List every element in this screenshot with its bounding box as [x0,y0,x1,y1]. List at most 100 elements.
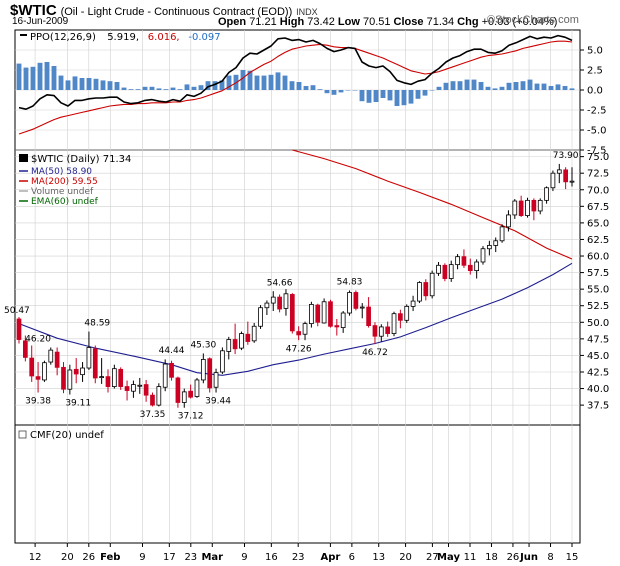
x-tick-label: 27 [426,552,439,563]
candle-body [270,296,276,304]
ppo-legend-text: PPO(12,26,9) [30,32,96,43]
price-legend-text: Volume undef [31,187,94,197]
price-y-tick-label: 75.0 [587,152,609,163]
ppo-histogram-bar [240,70,246,90]
ppo-histogram-bar [198,85,204,90]
ppo-histogram-bar [562,86,568,90]
candle-body [156,386,162,406]
high-label: High [279,16,305,28]
x-tick-label: 6 [349,552,355,563]
low-value: 70.51 [362,16,391,28]
ppo-histogram-bar [408,90,414,104]
ppo-histogram-bar [163,89,169,90]
ppo-histogram-bar [338,90,344,93]
candle-body [80,367,85,376]
candle-body [556,169,562,174]
ppo-histogram-bar [114,82,120,90]
cmf-title: CMF(20) undef [30,430,104,441]
candle-body [277,296,282,310]
candle-body [563,169,568,183]
ppo-legend-text: 5.919, [107,32,139,43]
ppo-histogram-bar [527,79,533,90]
ppo-histogram-bar [324,90,330,94]
candle-body [487,245,492,250]
candle-body [544,187,549,201]
candle-body [245,333,251,342]
ppo-histogram-bar [58,75,64,90]
ppo-y-tick-label: -7.5 [587,146,607,157]
x-tick-label: 26 [82,552,95,563]
ppo-histogram-bar [548,86,554,90]
ppo-histogram-bar [219,80,225,90]
price-y-tick-label: 55.0 [587,285,609,296]
ppo-histogram-bar [520,81,526,90]
ppo-histogram-bar [380,90,386,98]
ppo-histogram-bar [156,88,162,90]
price-annotation: 46.72 [362,348,388,358]
ppo-y-tick-label: 0.0 [587,86,603,97]
price-y-tick-label: 72.5 [587,169,609,180]
ppo-histogram-bar [289,81,295,90]
x-tick-label: Apr [320,552,340,563]
ppo-histogram-bar [268,74,274,90]
price-annotation: 39.11 [65,398,91,408]
candle-body [410,300,416,307]
candle-body [512,200,518,216]
ppo-histogram-bar [149,86,155,90]
price-annotation: 37.35 [140,410,166,420]
ppo-y-tick-label: -2.5 [587,106,607,117]
candle-body [92,348,98,379]
candle-body [175,377,181,403]
ppo-histogram-bar [401,90,407,106]
x-tick-label: 26 [507,552,520,563]
candle-body [372,325,378,337]
ppo-histogram-bar [345,90,351,91]
x-tick-label: 23 [292,552,305,563]
ppo-histogram-bar [282,75,288,90]
low-label: Low [337,16,360,28]
ppo-histogram-bar [135,89,141,90]
candle-body [442,264,448,279]
candle-body [480,248,486,263]
candle-body [258,307,263,327]
candle-body [67,369,73,390]
ppo-signal-line [18,40,573,135]
price-legend-text: MA(50) 58.90 [31,167,92,177]
exchange: INDX [296,7,318,17]
candle-body [42,362,47,381]
ppo-histogram-bar [30,66,36,90]
price-y-tick-label: 45.0 [587,351,609,362]
ppo-histogram-bar [65,80,71,90]
candle-body [461,256,467,266]
candle-body [137,384,143,387]
candle-body [493,240,499,246]
ppo-histogram-bar [436,86,442,90]
candle-body [385,326,391,334]
x-tick-label: May [437,552,460,563]
price-annotation: 50.47 [4,306,30,316]
price-y-tick-label: 37.5 [587,401,609,412]
ppo-histogram-bar [471,79,477,90]
candle-body [296,331,302,336]
quote-date: 16-Jun-2009 [12,16,69,27]
ppo-histogram-bar [79,78,85,90]
candle-body [423,282,429,297]
candle-body [226,339,232,352]
chg-value: +0.03 (+0.04%) [481,16,558,28]
candle-body [321,301,327,324]
symbol: $WTIC [10,2,57,19]
ppo-histogram-bar [254,75,260,90]
ppo-histogram-bar [422,90,428,96]
ppo-histogram-bar [310,85,316,90]
ppo-histogram-bar [275,72,281,90]
x-tick-label: 17 [163,552,176,563]
price-annotation: 73.90 [553,151,579,161]
candle-legend-icon [19,154,28,162]
x-tick-label: 20 [61,552,74,563]
candle-body [131,384,136,392]
open-label: Open [218,16,247,28]
candle-body [220,350,225,373]
chg-label: Chg [457,16,479,28]
price-annotation: 39.44 [205,396,231,406]
watermark: ©StockCharts.com [487,14,579,26]
